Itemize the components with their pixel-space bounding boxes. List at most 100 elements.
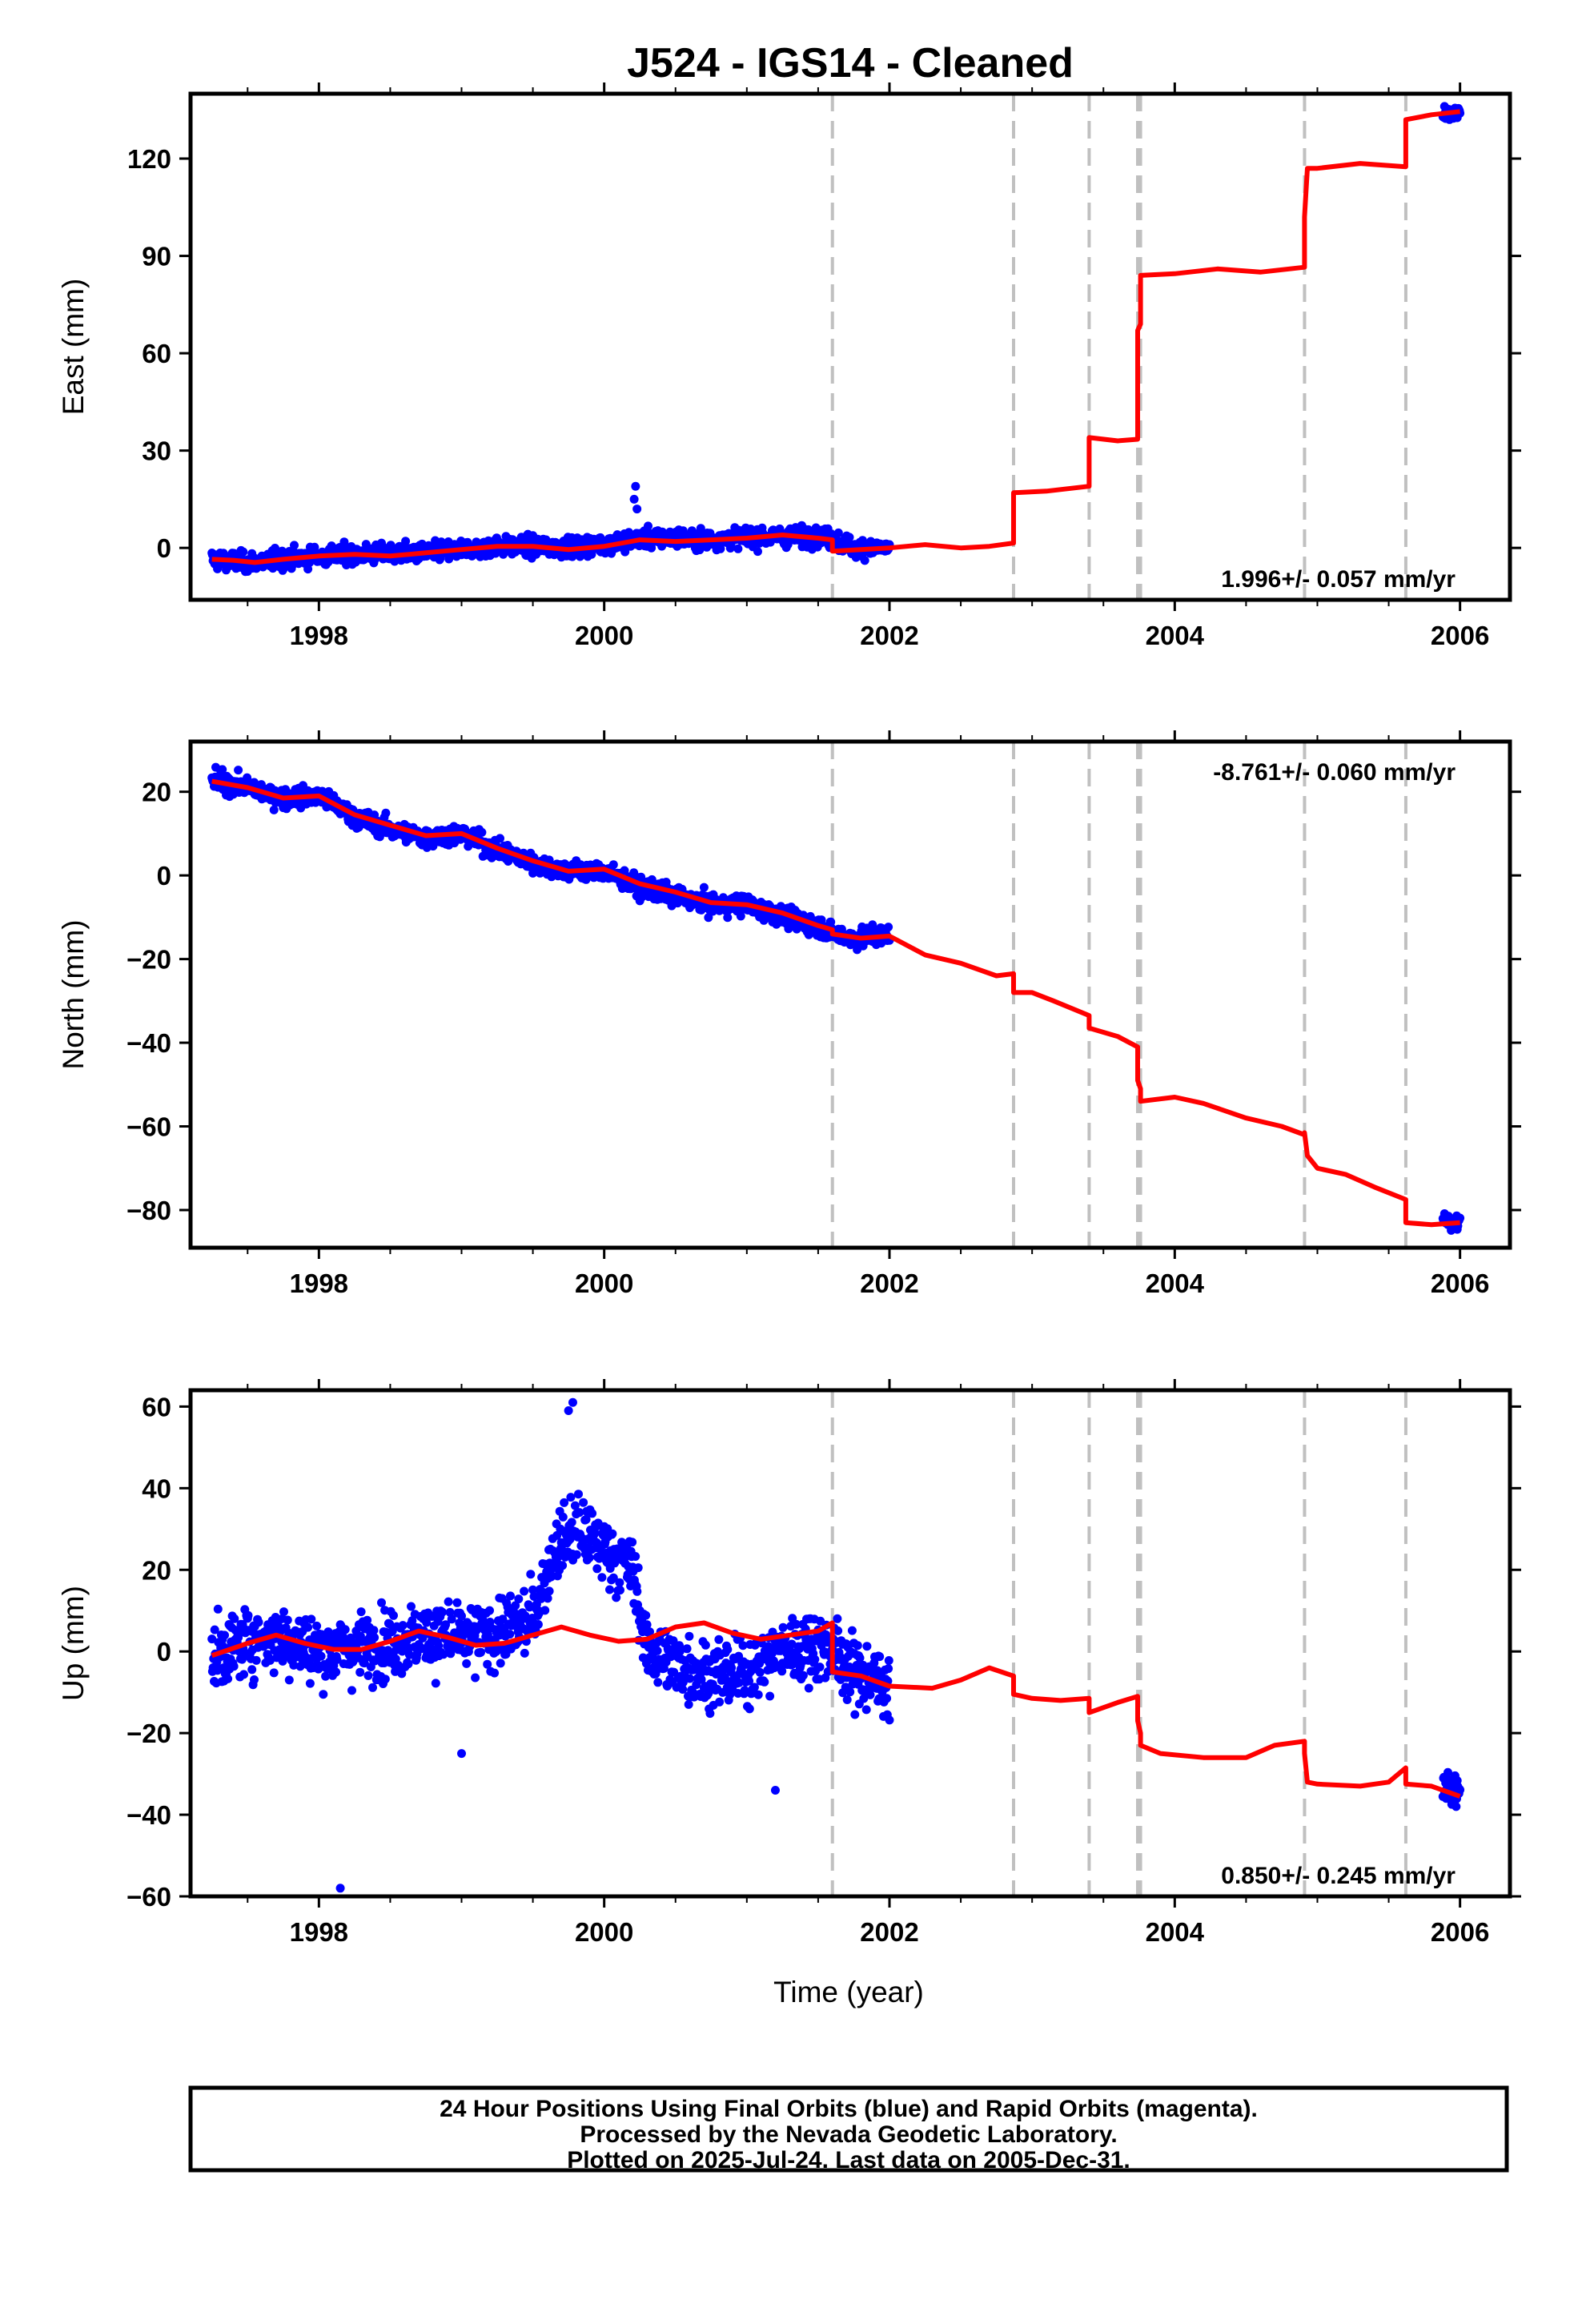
data-point	[483, 1659, 492, 1669]
x-tick-label: 1998	[290, 621, 348, 650]
data-point	[239, 547, 248, 557]
data-point	[865, 1690, 875, 1699]
model-line	[211, 778, 1460, 1228]
data-point	[247, 1665, 257, 1675]
data-point	[370, 1633, 379, 1642]
data-point	[821, 1630, 830, 1639]
data-point	[234, 766, 243, 775]
data-point	[642, 1620, 652, 1630]
y-tick-label: −60	[126, 1112, 171, 1142]
data-point	[608, 860, 618, 870]
final-orbit-points	[207, 102, 1465, 577]
data-point	[525, 1602, 534, 1612]
data-point	[265, 1655, 275, 1665]
data-point	[319, 1690, 328, 1699]
data-point	[398, 1621, 408, 1630]
data-point	[704, 913, 713, 923]
data-point	[850, 1710, 860, 1719]
y-tick-label: 0	[157, 533, 171, 563]
data-point	[389, 1610, 398, 1620]
plot-frame	[188, 91, 1512, 602]
data-point	[616, 1586, 624, 1595]
data-point	[223, 1674, 233, 1683]
y-tick-label: 40	[142, 1474, 171, 1503]
data-point	[335, 1884, 345, 1893]
footer-box: 24 Hour Positions Using Final Orbits (bl…	[188, 2085, 1509, 2173]
data-point	[765, 1691, 775, 1701]
data-point	[833, 528, 843, 537]
data-point	[738, 1641, 748, 1651]
data-point	[404, 1659, 413, 1669]
data-point	[715, 1697, 725, 1707]
data-point	[755, 1667, 765, 1677]
data-point	[740, 1686, 749, 1695]
data-point	[239, 1670, 248, 1679]
data-point	[810, 1655, 820, 1664]
data-point	[368, 1683, 377, 1692]
data-point	[552, 1530, 562, 1540]
data-point	[652, 1646, 662, 1655]
data-point	[631, 481, 640, 491]
data-point	[230, 1614, 239, 1623]
data-point	[753, 1690, 763, 1699]
data-point	[885, 1715, 894, 1725]
final-orbit-points	[207, 762, 1465, 1235]
data-point	[355, 1667, 365, 1677]
data-point	[734, 1678, 744, 1687]
data-point	[490, 1668, 500, 1678]
x-tick-label: 2004	[1146, 1269, 1205, 1298]
data-point	[770, 1785, 780, 1795]
data-point	[544, 1586, 554, 1596]
y-tick-label: 0	[157, 861, 171, 891]
data-point	[438, 1607, 447, 1617]
data-point	[339, 537, 349, 547]
data-point	[760, 1677, 769, 1687]
final-orbit-points	[207, 1397, 1465, 1893]
y-tick-label: −80	[126, 1196, 171, 1225]
data-point	[218, 765, 227, 774]
data-point	[716, 544, 725, 553]
data-point	[543, 1594, 552, 1603]
data-point	[520, 1648, 529, 1658]
data-point	[441, 1620, 451, 1630]
data-point	[641, 1610, 651, 1620]
data-point	[506, 1591, 515, 1601]
data-point	[633, 1563, 643, 1573]
data-point	[207, 1634, 217, 1644]
data-point	[447, 1614, 456, 1624]
x-tick-label: 2004	[1146, 1917, 1205, 1947]
data-point	[496, 1659, 505, 1668]
data-point	[271, 544, 279, 553]
data-point	[884, 1656, 893, 1665]
y-tick-label: −40	[126, 1028, 171, 1058]
data-point	[845, 533, 854, 542]
data-point	[356, 1607, 366, 1617]
y-tick-label: −20	[126, 1719, 171, 1748]
rate-label: 0.850+/- 0.245 mm/yr	[1221, 1863, 1456, 1889]
x-tick-label: 1998	[290, 1917, 348, 1947]
x-tick-label: 2006	[1431, 1917, 1489, 1947]
x-tick-label: 2000	[575, 1269, 633, 1298]
data-point	[588, 1509, 597, 1518]
data-point	[332, 1655, 342, 1664]
data-point	[804, 1683, 813, 1693]
data-point	[279, 1607, 288, 1617]
data-point	[269, 805, 279, 814]
data-point	[884, 923, 893, 932]
data-point	[385, 1619, 395, 1629]
y-tick-label: 0	[157, 1637, 171, 1667]
data-point	[714, 1634, 724, 1644]
data-point	[250, 1675, 259, 1684]
data-point	[445, 1607, 455, 1617]
data-point	[631, 1552, 640, 1561]
data-point	[574, 1490, 583, 1499]
data-point	[575, 1508, 584, 1518]
data-point	[620, 866, 629, 875]
data-point	[853, 1641, 862, 1651]
data-point	[321, 1671, 331, 1681]
x-tick-label: 2000	[575, 1917, 633, 1947]
model-line	[211, 109, 1460, 565]
data-point	[505, 1630, 515, 1639]
data-point	[377, 1598, 386, 1607]
